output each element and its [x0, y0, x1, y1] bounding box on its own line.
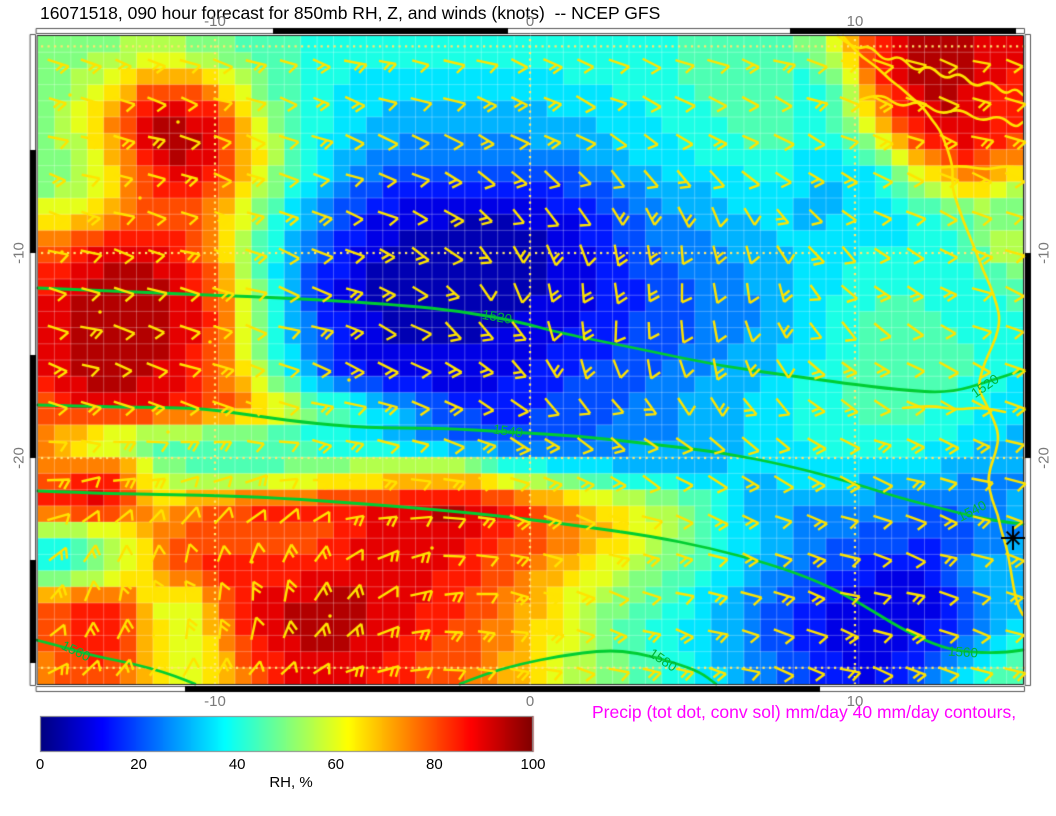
x-axis-tick-bottom: -10 [204, 693, 226, 710]
x-axis-tick-top: 10 [846, 13, 864, 30]
y-axis-tick-left: -10 [10, 242, 28, 264]
x-axis-tick-bottom: 10 [846, 693, 864, 710]
precip-caption: Precip (tot dot, conv sol) mm/day 40 mm/… [592, 702, 1017, 722]
x-axis-tick-top: -10 [204, 13, 226, 30]
colorbar-tick: 0 [35, 756, 45, 773]
y-axis-tick-right: -20 [1035, 447, 1053, 469]
x-axis-tick-bottom: 0 [525, 693, 535, 710]
y-axis-tick-left: -20 [10, 447, 28, 469]
colorbar-tick: 60 [327, 756, 345, 773]
colorbar-tick: 20 [130, 756, 147, 773]
colorbar-tick: 40 [228, 756, 246, 773]
x-axis-tick-top: 0 [525, 13, 535, 30]
colorbar-tick: 100 [520, 756, 546, 773]
contour-label: 1560 [947, 643, 979, 661]
y-axis-tick-right: -10 [1035, 242, 1053, 264]
colorbar-tick: 80 [426, 756, 443, 773]
colorbar-axis-label: RH, % [269, 774, 313, 791]
plot-title: 16071518, 090 hour forecast for 850mb RH… [40, 3, 661, 23]
